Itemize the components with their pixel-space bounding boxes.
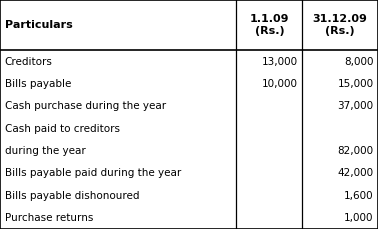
Text: 37,000: 37,000 (337, 101, 373, 111)
Text: 1,600: 1,600 (344, 191, 373, 201)
Text: during the year: during the year (5, 146, 85, 156)
Text: Bills payable dishonoured: Bills payable dishonoured (5, 191, 139, 201)
Text: 10,000: 10,000 (262, 79, 298, 89)
Text: Purchase returns: Purchase returns (5, 213, 93, 223)
Text: 82,000: 82,000 (337, 146, 373, 156)
Text: Creditors: Creditors (5, 57, 53, 67)
Text: 1.1.09
(Rs.): 1.1.09 (Rs.) (249, 14, 289, 36)
Text: 8,000: 8,000 (344, 57, 373, 67)
Text: 15,000: 15,000 (337, 79, 373, 89)
Text: 42,000: 42,000 (337, 168, 373, 178)
Text: Cash purchase during the year: Cash purchase during the year (5, 101, 166, 111)
Text: 1,000: 1,000 (344, 213, 373, 223)
Text: Cash paid to creditors: Cash paid to creditors (5, 123, 119, 134)
Text: Bills payable: Bills payable (5, 79, 71, 89)
Text: Particulars: Particulars (5, 20, 72, 30)
Text: Bills payable paid during the year: Bills payable paid during the year (5, 168, 181, 178)
Text: 13,000: 13,000 (262, 57, 298, 67)
Text: 31.12.09
(Rs.): 31.12.09 (Rs.) (313, 14, 368, 36)
